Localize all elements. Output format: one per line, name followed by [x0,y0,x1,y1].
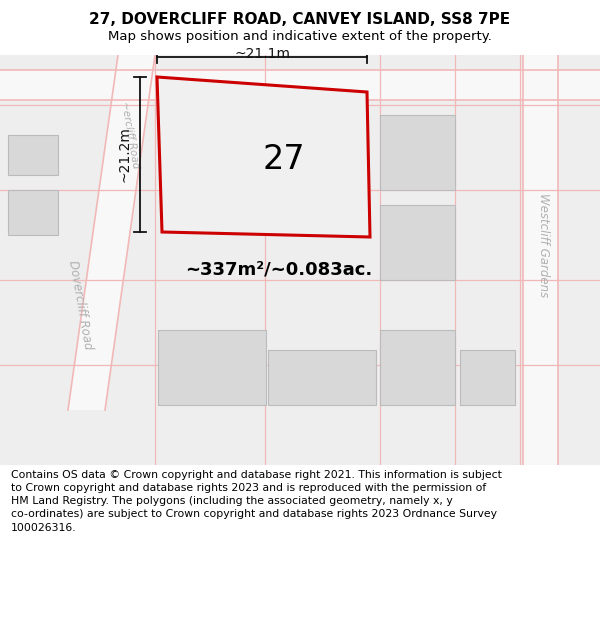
Text: ~ercliff Road: ~ercliff Road [119,101,141,169]
Bar [460,350,515,405]
Polygon shape [68,55,155,410]
Text: Contains OS data © Crown copyright and database right 2021. This information is : Contains OS data © Crown copyright and d… [11,470,502,532]
Bar [8,135,58,175]
Bar [380,205,455,280]
Polygon shape [157,77,370,237]
Text: Westcliff Gardens: Westcliff Gardens [536,193,550,297]
Text: ~21.2m: ~21.2m [118,126,132,182]
Text: Map shows position and indicative extent of the property.: Map shows position and indicative extent… [108,30,492,43]
Bar [158,330,266,405]
Text: 27, DOVERCLIFF ROAD, CANVEY ISLAND, SS8 7PE: 27, DOVERCLIFF ROAD, CANVEY ISLAND, SS8 … [89,12,511,27]
Bar [380,115,455,190]
Bar [268,350,376,405]
Text: ~21.1m: ~21.1m [234,47,290,61]
Text: 27: 27 [263,143,305,176]
Bar [8,190,58,235]
Bar [380,330,455,405]
Bar [0,70,600,100]
Bar [523,55,558,465]
Text: Dovercliff Road: Dovercliff Road [66,259,94,351]
Text: ~337m²/~0.083ac.: ~337m²/~0.083ac. [185,261,372,279]
